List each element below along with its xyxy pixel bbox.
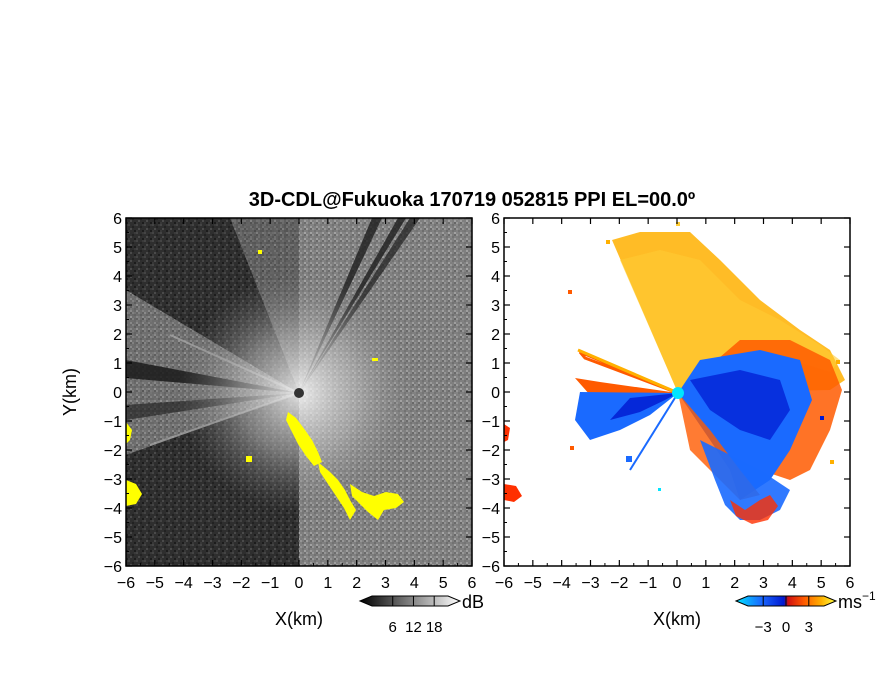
velocity-x-tick-label: 5 <box>817 575 826 592</box>
snr-y-tick-label: −6 <box>104 559 122 576</box>
snr-y-ticks: −6 −5 −4 −3 −2 −1 0 1 2 3 4 5 6 <box>104 211 472 576</box>
snr-y-tick-label: −4 <box>104 501 122 518</box>
velocity-x-tick-label: 6 <box>846 575 855 592</box>
velocity-y-tick-label: −4 <box>482 501 500 518</box>
snr-ylabel: Y(km) <box>60 368 80 416</box>
snr-colorbar-tick-label: 18 <box>426 619 443 636</box>
snr-y-tick-label: 2 <box>113 327 122 344</box>
velocity-y-tick-label: 5 <box>491 240 500 257</box>
velocity-y-ticks: −6 −5 −4 −3 −2 −1 0 1 2 3 4 5 6 <box>482 211 850 576</box>
velocity-image <box>504 222 845 524</box>
snr-y-tick-label: 3 <box>113 298 122 315</box>
snr-x-tick-label: 6 <box>468 575 477 592</box>
snr-y-tick-label: 6 <box>113 211 122 228</box>
velocity-y-tick-label: −5 <box>482 530 500 547</box>
snr-xlabel: X(km) <box>275 609 323 629</box>
velocity-colorbar-tick-label: −3 <box>755 619 772 636</box>
velocity-colorbar-tick-label: 0 <box>782 619 790 636</box>
snr-y-tick-label: 0 <box>113 385 122 402</box>
snr-y-tick-label: 4 <box>113 269 122 286</box>
velocity-x-tick-label: −5 <box>524 575 542 592</box>
snr-x-tick-label: −2 <box>232 575 250 592</box>
velocity-x-tick-label: 1 <box>701 575 710 592</box>
velocity-y-tick-label: −3 <box>482 472 500 489</box>
velocity-x-tick-label: −1 <box>639 575 657 592</box>
velocity-colorbar: −3 0 3 ms−1 <box>734 589 876 636</box>
snr-x-tick-label: −1 <box>261 575 279 592</box>
snr-y-tick-label: −5 <box>104 530 122 547</box>
snr-x-tick-label: −5 <box>146 575 164 592</box>
snr-y-tick-label: −1 <box>104 414 122 431</box>
snr-x-tick-label: 0 <box>295 575 304 592</box>
velocity-colorbar-tick-label: 3 <box>805 619 813 636</box>
velocity-y-tick-label: −1 <box>482 414 500 431</box>
snr-y-tick-label: 5 <box>113 240 122 257</box>
snr-x-tick-label: −6 <box>117 575 135 592</box>
snr-y-tick-label: −3 <box>104 472 122 489</box>
velocity-colorbar-unit: ms−1 <box>838 589 876 612</box>
snr-y-tick-label: −2 <box>104 443 122 460</box>
snr-x-tick-label: 1 <box>323 575 332 592</box>
snr-colorbar: 6 12 18 dB <box>358 592 484 636</box>
velocity-xlabel: X(km) <box>653 609 701 629</box>
snr-x-tick-label: 4 <box>410 575 419 592</box>
velocity-x-tick-label: −4 <box>553 575 571 592</box>
velocity-panel: −6 −5 −4 −3 −2 −1 0 1 2 3 4 5 6 −6−5−4−3−2−10123456 … <box>482 211 855 629</box>
velocity-x-tick-label: 2 <box>730 575 739 592</box>
snr-panel: −6 −5 −4 −3 −2 −1 0 1 2 3 4 5 6 −6−5−4−3−2−10123456 … <box>60 211 477 629</box>
velocity-x-ticks: −6 −5 −4 −3 −2 −1 0 1 2 3 4 5 6 <box>495 218 855 592</box>
velocity-x-tick-label: 4 <box>788 575 797 592</box>
velocity-x-tick-label: −2 <box>610 575 628 592</box>
velocity-y-tick-label: −6 <box>482 559 500 576</box>
snr-highlight <box>126 250 404 520</box>
snr-image <box>126 218 472 566</box>
snr-colorbar-tick-label: 12 <box>405 619 422 636</box>
velocity-y-tick-label: 3 <box>491 298 500 315</box>
velocity-x-tick-label: 3 <box>759 575 768 592</box>
velocity-x-tick-label: 0 <box>673 575 682 592</box>
snr-x-ticks: −6 −5 −4 −3 −2 −1 0 1 2 3 4 5 6 <box>117 218 477 592</box>
snr-colorbar-tick-label: 6 <box>389 619 397 636</box>
velocity-y-tick-label: 0 <box>491 385 500 402</box>
snr-x-tick-label: 5 <box>439 575 448 592</box>
velocity-y-tick-label: 2 <box>491 327 500 344</box>
velocity-y-tick-label: 1 <box>491 356 500 373</box>
velocity-y-tick-label: 4 <box>491 269 500 286</box>
snr-x-tick-label: 3 <box>381 575 390 592</box>
snr-colorbar-unit: dB <box>462 592 484 612</box>
snr-x-tick-label: 2 <box>352 575 361 592</box>
velocity-x-tick-label: −3 <box>581 575 599 592</box>
velocity-y-tick-label: 6 <box>491 211 500 228</box>
velocity-y-tick-label: −2 <box>482 443 500 460</box>
snr-y-tick-label: 1 <box>113 356 122 373</box>
chart-title: 3D-CDL@Fukuoka 170719 052815 PPI EL=00.0… <box>249 189 695 211</box>
snr-x-tick-label: −3 <box>203 575 221 592</box>
snr-x-tick-label: −4 <box>175 575 193 592</box>
snr-colorbar-ramp <box>358 595 462 607</box>
velocity-x-tick-label: −6 <box>495 575 513 592</box>
